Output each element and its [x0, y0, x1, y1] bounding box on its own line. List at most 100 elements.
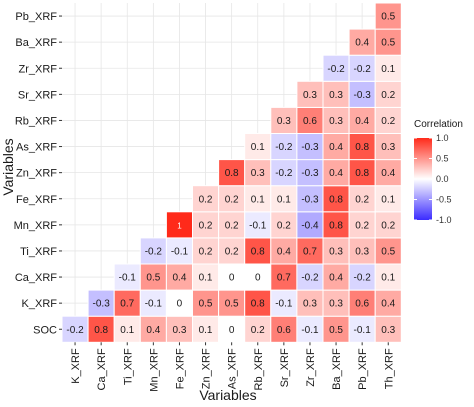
- cell-value-label: 0.2: [225, 246, 239, 257]
- cell-value-label: 0.3: [329, 246, 343, 257]
- heatmap-cell: [270, 211, 298, 239]
- cell-value-label: 0.3: [277, 116, 291, 127]
- heatmap-cell: [192, 211, 220, 239]
- y-tick-label: SOC: [33, 324, 57, 336]
- x-tick-label: Zr_XRF: [305, 348, 317, 387]
- x-tick-label: Th_XRF: [383, 348, 395, 389]
- cell-value-label: 0.1: [120, 325, 134, 336]
- cell-value-label: -0.2: [145, 246, 163, 257]
- y-tick-label: K_XRF: [22, 298, 58, 310]
- cell-value-label: 0.5: [329, 325, 343, 336]
- heatmap-cell: [348, 315, 376, 343]
- heatmap-cell: [374, 80, 402, 108]
- cell-value-label: 0.8: [355, 142, 369, 153]
- cell-value-label: 0.3: [329, 90, 343, 101]
- heatmap-cell: [139, 289, 167, 317]
- cell-value-label: 0.8: [94, 325, 108, 336]
- cells-layer: -0.2 0.8 0.1 0.4 0.3 0.1 0 0.2 0.6 -0.1 0.5 -0.1 0.3…: [61, 2, 402, 343]
- heatmap-cell: [87, 289, 115, 317]
- x-tick-label: Zn_XRF: [201, 348, 213, 389]
- heatmap-cell: [244, 263, 272, 291]
- heatmap-cell: [192, 185, 220, 213]
- cell-value-label: 0: [229, 325, 235, 336]
- heatmap-cell: [374, 2, 402, 30]
- cell-value-label: 0.5: [381, 38, 395, 49]
- cell-value-label: -0.1: [249, 220, 267, 231]
- heatmap-cell: [296, 263, 324, 291]
- cell-value-label: 0.2: [381, 90, 395, 101]
- cell-value-label: 0.4: [355, 38, 369, 49]
- y-tick-label: Rb_XRF: [15, 115, 57, 127]
- heatmap-cell: [165, 263, 193, 291]
- x-tick-label: Pb_XRF: [357, 348, 369, 390]
- cell-value-label: -0.2: [275, 142, 293, 153]
- cell-value-label: 0.2: [199, 246, 213, 257]
- cell-value-label: 0.8: [329, 194, 343, 205]
- cell-value-label: 0.2: [225, 220, 239, 231]
- heatmap-cell: [374, 106, 402, 135]
- heatmap-cell: [322, 106, 350, 135]
- heatmap-cell: [139, 263, 167, 291]
- cell-value-label: 0.6: [303, 116, 317, 127]
- heatmap-cell: [374, 211, 402, 239]
- cell-value-label: 0.3: [303, 90, 317, 101]
- heatmap-cell: [270, 159, 298, 187]
- y-axis-title: Variables: [0, 138, 16, 195]
- cell-value-label: 0.1: [251, 194, 265, 205]
- heatmap-cell: [348, 159, 376, 187]
- heatmap-cell: [348, 263, 376, 291]
- cell-value-label: -0.1: [171, 246, 189, 257]
- cell-value-label: 0.5: [381, 246, 395, 257]
- x-tick-label: Fe_XRF: [174, 348, 186, 389]
- cell-value-label: 1: [177, 221, 182, 230]
- heatmap-cell: [192, 237, 220, 265]
- heatmap-cell: [374, 263, 402, 291]
- cell-value-label: -0.3: [301, 142, 319, 153]
- x-tick-label: Ca_XRF: [96, 348, 108, 390]
- cell-value-label: 0.3: [329, 116, 343, 127]
- cell-value-label: -0.2: [354, 273, 372, 284]
- heatmap-cell: [322, 54, 350, 82]
- y-tick-label: Zr_XRF: [19, 63, 58, 75]
- cell-value-label: 0.4: [329, 142, 343, 153]
- x-tick-label: Mn_XRF: [148, 348, 160, 392]
- y-tick-label: Mn_XRF: [14, 220, 58, 232]
- heatmap-cell: [348, 237, 376, 265]
- cell-value-label: 0.7: [303, 246, 317, 257]
- cell-value-label: 0.2: [251, 325, 265, 336]
- cell-value-label: -0.4: [301, 220, 319, 231]
- cell-value-label: 0.4: [329, 168, 343, 179]
- cell-value-label: 0.4: [355, 116, 369, 127]
- heatmap-cell: [348, 28, 376, 56]
- x-tick-label: As_XRF: [227, 348, 239, 389]
- cell-value-label: 0: [229, 273, 235, 284]
- legend-colorbar: [414, 138, 432, 220]
- cell-value-label: 0.4: [172, 273, 186, 284]
- cell-value-label: -0.2: [354, 64, 372, 75]
- cell-value-label: -0.3: [93, 299, 111, 310]
- heatmap-cell: [296, 289, 324, 317]
- cell-value-label: 0.1: [199, 325, 213, 336]
- heatmap-cell: [165, 315, 193, 343]
- cell-value-label: 0.4: [381, 299, 395, 310]
- cell-value-label: 0.4: [146, 325, 160, 336]
- y-tick-label: Sr_XRF: [18, 89, 57, 101]
- heatmap-cell: [296, 80, 324, 108]
- heatmap-cell: [348, 133, 376, 161]
- heatmap-cell: [374, 315, 402, 343]
- y-tick-label: Ca_XRF: [15, 272, 57, 284]
- heatmap-cell: [270, 237, 298, 265]
- legend-tick-label: -1.0: [436, 215, 452, 225]
- cell-value-label: 0.5: [199, 299, 213, 310]
- y-tick-label: Zn_XRF: [16, 168, 57, 180]
- cell-value-label: 0.4: [381, 168, 395, 179]
- heatmap-cell: [139, 315, 167, 343]
- heatmap-cell: [374, 133, 402, 161]
- heatmap-cell: [374, 237, 402, 265]
- cell-value-label: 0.1: [381, 194, 395, 205]
- cell-value-label: 0.3: [329, 299, 343, 310]
- x-tick-label: Ba_XRF: [331, 348, 343, 390]
- cell-value-label: 0.2: [355, 194, 369, 205]
